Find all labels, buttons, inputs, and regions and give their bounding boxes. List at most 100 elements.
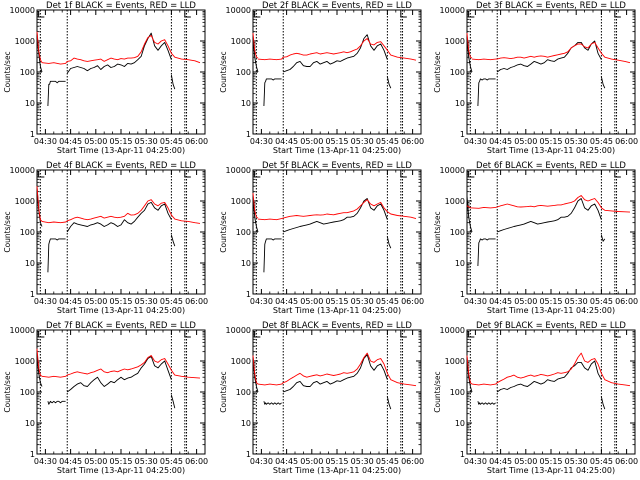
chart-panel: 1 10 100 1000 10000 04:30 04:45 05:00 05:15 05:30… — [219, 321, 424, 475]
y-tick-label: 100 — [450, 388, 465, 397]
x-tick-label: 04:45 — [489, 457, 512, 466]
events-series-line — [477, 78, 496, 107]
plot-frame — [36, 329, 206, 455]
y-axis-label: Counts/sec — [3, 51, 12, 92]
events-series-line — [386, 76, 392, 89]
lld-series-line — [257, 38, 417, 61]
x-tick-label: 05:45 — [160, 297, 183, 306]
chart-title: Det 6f BLACK = Events, RED = LLD — [476, 161, 626, 171]
x-tick-label: 06:00 — [615, 297, 638, 306]
y-tick-label: 1 — [460, 130, 465, 139]
x-tick-label: 05:30 — [135, 137, 158, 146]
x-tick-label: 05:45 — [376, 137, 399, 146]
chart-panel: 1 10 100 1000 10000 04:30 04:45 05:00 05:15 05:30… — [433, 161, 638, 315]
interval-bracket — [184, 11, 191, 18]
interval-bracket — [253, 171, 261, 178]
events-series-line — [283, 34, 388, 73]
events-series-line — [600, 396, 606, 410]
y-tick-label: 1000 — [231, 37, 251, 46]
plot-frame — [36, 169, 206, 295]
chart-title: Det 5f BLACK = Events, RED = LLD — [262, 161, 412, 171]
x-tick-label: 04:45 — [489, 297, 512, 306]
interval-bracket — [467, 331, 475, 338]
events-series-line — [600, 234, 606, 242]
y-tick-label: 100 — [450, 228, 465, 237]
x-tick-label: 05:15 — [539, 137, 562, 146]
events-series-line — [263, 238, 282, 273]
y-tick-label: 10000 — [10, 166, 35, 175]
y-tick-label: 1000 — [15, 37, 35, 46]
lld-series-line — [252, 33, 259, 59]
x-tick-label: 05:15 — [109, 137, 132, 146]
events-series-line — [170, 74, 176, 90]
lld-series-line — [257, 352, 417, 387]
x-tick-label: 04:45 — [59, 137, 82, 146]
chart-title: Det 4f BLACK = Events, RED = LLD — [46, 161, 196, 171]
x-tick-label: 05:00 — [300, 297, 323, 306]
x-tick-label: 04:30 — [464, 457, 487, 466]
x-tick-label: 06:00 — [615, 457, 638, 466]
events-series-line — [283, 354, 388, 393]
x-tick-label: 04:30 — [34, 297, 57, 306]
y-tick-label: 100 — [20, 228, 35, 237]
x-tick-label: 04:30 — [34, 457, 57, 466]
x-tick-label: 06:00 — [401, 457, 424, 466]
events-series-line — [66, 32, 172, 74]
x-tick-label: 04:30 — [34, 137, 57, 146]
chart-panel: 1 10 100 1000 10000 04:30 04:45 05:00 05:15 05:30… — [219, 1, 424, 155]
y-tick-label: 1 — [246, 130, 251, 139]
events-series-line — [496, 360, 602, 393]
y-tick-label: 10000 — [226, 326, 251, 335]
interval-bracket — [253, 11, 261, 18]
y-tick-label: 10000 — [226, 166, 251, 175]
lld-series-line — [466, 205, 472, 209]
chart-panel: 1 10 100 1000 10000 04:30 04:45 05:00 05:15 05:30… — [433, 1, 638, 155]
lld-series-line — [41, 199, 201, 224]
events-series-line — [386, 396, 392, 410]
y-tick-label: 10000 — [440, 6, 465, 15]
y-tick-label: 100 — [236, 388, 251, 397]
x-tick-label: 05:45 — [160, 137, 183, 146]
x-tick-label: 05:15 — [325, 297, 348, 306]
lld-series-line — [36, 31, 43, 63]
x-tick-label: 05:45 — [590, 137, 613, 146]
y-tick-label: 10 — [25, 419, 35, 428]
chart-panel: 1 10 100 1000 10000 04:30 04:45 05:00 05:15 05:30… — [3, 161, 208, 315]
y-axis-label: Counts/sec — [3, 371, 12, 412]
interval-bracket — [253, 331, 261, 338]
x-tick-label: 06:00 — [401, 137, 424, 146]
lld-series-line — [471, 195, 631, 213]
plot-frame — [252, 169, 422, 295]
events-series-line — [252, 35, 259, 73]
y-tick-label: 10 — [455, 99, 465, 108]
y-tick-label: 100 — [450, 68, 465, 77]
x-tick-label: 05:15 — [539, 457, 562, 466]
x-axis-label: Start Time (13-Apr-11 04:25:00) — [487, 306, 615, 315]
interval-bracket — [184, 171, 191, 178]
events-series-line — [170, 394, 176, 409]
events-series-line — [263, 78, 282, 107]
y-tick-label: 10 — [455, 259, 465, 268]
x-tick-label: 04:30 — [464, 297, 487, 306]
y-tick-label: 10000 — [226, 6, 251, 15]
y-tick-label: 1 — [30, 130, 35, 139]
chart-title: Det 3f BLACK = Events, RED = LLD — [476, 1, 626, 11]
x-tick-label: 05:30 — [135, 457, 158, 466]
events-series-line — [496, 40, 602, 73]
lld-series-line — [36, 186, 43, 222]
events-series-line — [47, 238, 66, 273]
events-series-line — [466, 35, 473, 73]
x-tick-label: 05:00 — [514, 137, 537, 146]
interval-bracket — [400, 171, 407, 178]
lld-series-line — [466, 33, 473, 59]
interval-bracket — [467, 11, 475, 18]
events-series-line — [170, 234, 176, 247]
y-tick-label: 1 — [460, 290, 465, 299]
y-tick-label: 100 — [20, 68, 35, 77]
interval-bracket — [184, 331, 191, 338]
y-axis-label: Counts/sec — [219, 51, 228, 92]
x-tick-label: 06:00 — [185, 297, 208, 306]
y-tick-label: 1 — [460, 450, 465, 459]
y-tick-label: 10 — [25, 259, 35, 268]
x-tick-label: 05:15 — [325, 137, 348, 146]
